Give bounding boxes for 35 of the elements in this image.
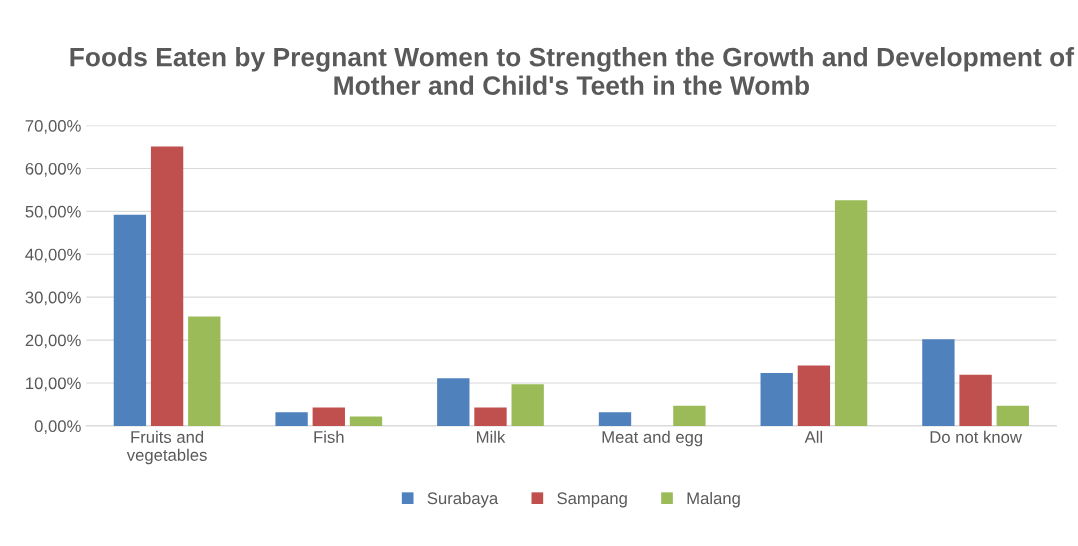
- y-tick-label: 20,00%: [25, 334, 81, 349]
- bar: [797, 365, 831, 426]
- legend-label: Surabaya: [427, 491, 499, 508]
- chart-title: Foods Eaten by Pregnant Women to Strengthen the Growth and Development of Mother and Child's Teeth in the Womb: [70, 47, 1075, 95]
- y-tick-label: 70,00%: [25, 119, 81, 134]
- y-tick-label: 60,00%: [25, 162, 81, 177]
- bar: [834, 200, 868, 426]
- y-tick-label: 0,00%: [34, 420, 81, 435]
- y-tick-label: 40,00%: [25, 248, 81, 263]
- bar: [598, 412, 632, 426]
- bar: [275, 412, 308, 426]
- bar: [150, 146, 184, 426]
- bar: [922, 339, 955, 426]
- bar: [437, 378, 470, 426]
- bar: [312, 407, 345, 426]
- y-tick-label: 30,00%: [25, 291, 81, 306]
- legend-label: Malang: [687, 491, 740, 508]
- bar: [996, 405, 1029, 426]
- bar: [349, 416, 383, 426]
- x-tick-label: All: [804, 430, 823, 443]
- x-tick-label: Fruits and vegetables: [126, 430, 207, 465]
- x-tick-label: Milk: [477, 430, 506, 443]
- x-tick-label: Fish: [314, 430, 344, 443]
- x-tick-label: Meat and egg: [602, 430, 703, 447]
- bar: [760, 373, 793, 426]
- bar: [188, 316, 221, 426]
- x-tick-label: Do not know: [930, 430, 1022, 443]
- y-tick-label: 50,00%: [25, 205, 81, 220]
- bar: [474, 407, 507, 426]
- bar: [511, 384, 544, 426]
- bar: [113, 214, 147, 426]
- y-tick-label: 10,00%: [26, 377, 81, 392]
- bar: [959, 374, 992, 426]
- legend-label: Sampang: [557, 492, 627, 508]
- bar: [673, 405, 706, 426]
